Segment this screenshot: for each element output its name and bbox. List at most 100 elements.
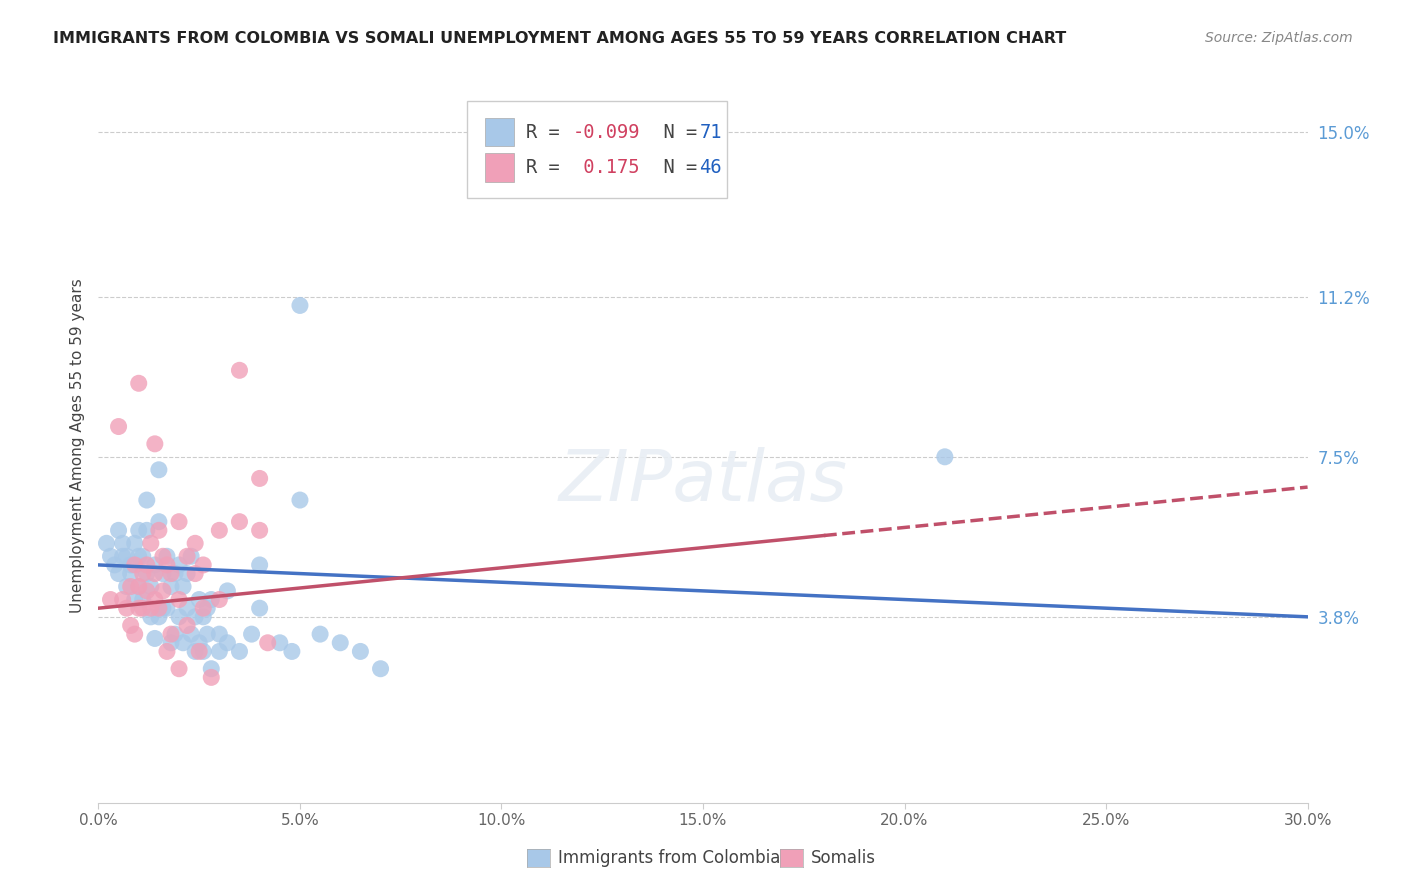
Point (288, 298, 311, 312)
Point (156, 558, 179, 572)
Text: R =: R = (526, 158, 571, 178)
Point (124, 627, 146, 641)
Point (148, 610, 170, 624)
Point (128, 524, 150, 538)
Text: Somalis: Somalis (811, 849, 876, 867)
Point (269, 636, 291, 650)
Point (111, 549, 134, 564)
Point (152, 601, 174, 615)
Point (281, 644, 304, 658)
Point (249, 524, 271, 538)
Point (200, 662, 222, 676)
Point (256, 636, 278, 650)
Point (139, 601, 162, 615)
Point (249, 558, 271, 572)
Text: ZIPatlas: ZIPatlas (558, 447, 848, 516)
Point (148, 463, 170, 477)
Point (160, 636, 183, 650)
Point (132, 601, 155, 615)
Point (120, 618, 142, 632)
Point (188, 644, 211, 658)
Text: 0.175: 0.175 (572, 158, 640, 178)
Point (139, 536, 162, 550)
Point (160, 566, 183, 581)
Point (228, 363, 250, 377)
Text: IMMIGRANTS FROM COLOMBIA VS SOMALI UNEMPLOYMENT AMONG AGES 55 TO 59 YEARS CORREL: IMMIGRANTS FROM COLOMBIA VS SOMALI UNEMP… (53, 31, 1067, 46)
Point (217, 583, 239, 598)
Point (184, 536, 207, 550)
Point (188, 636, 211, 650)
Point (132, 592, 155, 607)
Point (156, 601, 179, 615)
Point (111, 592, 134, 607)
Point (124, 592, 146, 607)
Point (135, 524, 157, 538)
Point (240, 627, 263, 641)
Point (100, 549, 122, 564)
Point (934, 450, 956, 464)
Point (188, 592, 211, 607)
Point (349, 644, 371, 658)
Point (128, 580, 150, 594)
Point (208, 592, 231, 607)
Point (167, 515, 190, 529)
Point (176, 601, 198, 615)
Point (115, 549, 138, 564)
Point (152, 549, 174, 564)
Point (107, 419, 129, 434)
Point (135, 558, 157, 572)
Point (143, 592, 166, 607)
Point (370, 662, 392, 676)
Point (176, 618, 198, 632)
FancyBboxPatch shape (485, 153, 515, 182)
Point (135, 493, 157, 508)
Y-axis label: Unemployment Among Ages 55 to 59 years: Unemployment Among Ages 55 to 59 years (69, 278, 84, 614)
Point (160, 580, 183, 594)
Point (124, 536, 146, 550)
Point (193, 601, 215, 615)
Text: 46: 46 (699, 158, 721, 178)
Text: N =: N = (641, 122, 709, 142)
Text: 71: 71 (699, 122, 721, 142)
Point (180, 627, 202, 641)
Point (195, 601, 218, 615)
Point (228, 515, 250, 529)
Point (184, 566, 207, 581)
Point (180, 549, 202, 564)
Point (156, 644, 179, 658)
FancyBboxPatch shape (467, 102, 727, 198)
Point (200, 670, 222, 684)
Point (200, 592, 222, 607)
Point (115, 580, 138, 594)
Text: N =: N = (641, 158, 709, 178)
Point (115, 601, 138, 615)
Text: Immigrants from Colombia: Immigrants from Colombia (558, 849, 780, 867)
Point (148, 601, 170, 615)
Point (217, 636, 239, 650)
Point (143, 632, 166, 646)
Point (208, 627, 231, 641)
Point (148, 515, 170, 529)
Point (208, 524, 231, 538)
Text: -0.099: -0.099 (572, 122, 640, 142)
Point (132, 566, 155, 581)
Point (184, 644, 207, 658)
Point (167, 662, 190, 676)
Point (128, 549, 150, 564)
Point (143, 566, 166, 581)
Point (107, 566, 129, 581)
Point (309, 627, 332, 641)
Point (143, 558, 166, 572)
Point (132, 549, 155, 564)
Point (193, 610, 215, 624)
Point (160, 627, 183, 641)
Point (152, 583, 174, 598)
Point (172, 580, 194, 594)
Point (249, 601, 271, 615)
Point (152, 566, 174, 581)
Point (135, 566, 157, 581)
Text: R =: R = (526, 122, 571, 142)
Point (329, 636, 352, 650)
Text: Source: ZipAtlas.com: Source: ZipAtlas.com (1205, 31, 1353, 45)
Point (148, 524, 170, 538)
